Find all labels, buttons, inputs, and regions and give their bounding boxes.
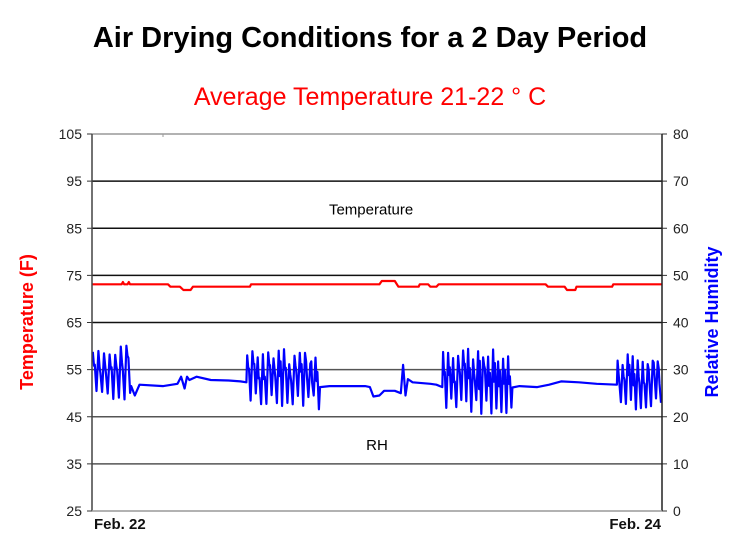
y-left-tick-label: 65 [66, 315, 82, 331]
y-left-tick-label: 25 [66, 503, 82, 519]
series-line-rh [91, 344, 663, 415]
y-right-tick-label: 70 [673, 173, 689, 189]
y-left-tick-label: 75 [66, 267, 82, 283]
x-tick-label: Feb. 24 [609, 516, 661, 533]
chart-title: Air Drying Conditions for a 2 Day Period [92, 22, 648, 54]
y-left-tick-label: 35 [66, 456, 82, 472]
y-right-tick-label: 60 [673, 220, 689, 236]
axes: 25 35 45 55 65 75 85 95 105 0 10 20 30 40 50 60 70 80 Feb.… [59, 126, 689, 533]
y-right-tick-label: 10 [673, 456, 689, 472]
series-layer [91, 279, 663, 415]
y-left-tick-label: 45 [66, 409, 82, 425]
y-right-tick-label: 20 [673, 409, 689, 425]
y-left-tick-label: 95 [66, 173, 82, 189]
annotation-temperature: Temperature [329, 201, 413, 218]
x-tick-label: Feb. 22 [94, 516, 146, 533]
y-right-tick-label: 50 [673, 267, 689, 283]
annotation-rh: RH [366, 437, 388, 454]
y-right-tick-label: 30 [673, 362, 689, 378]
y-right-tick-label: 0 [673, 503, 681, 519]
y-left-axis-label: Temperature (F) [17, 254, 37, 390]
chart-subtitle: Average Temperature 21-22 ° C [193, 83, 547, 111]
y-left-tick-label: 105 [59, 126, 83, 142]
series-line-temperature [92, 279, 662, 292]
y-right-tick-label: 80 [673, 126, 689, 142]
y-left-tick-label: 55 [66, 362, 82, 378]
gridlines [92, 133, 662, 465]
y-right-tick-label: 40 [673, 315, 689, 331]
y-right-axis-label: Relative Humidity [702, 246, 722, 397]
y-left-tick-label: 85 [66, 220, 82, 236]
